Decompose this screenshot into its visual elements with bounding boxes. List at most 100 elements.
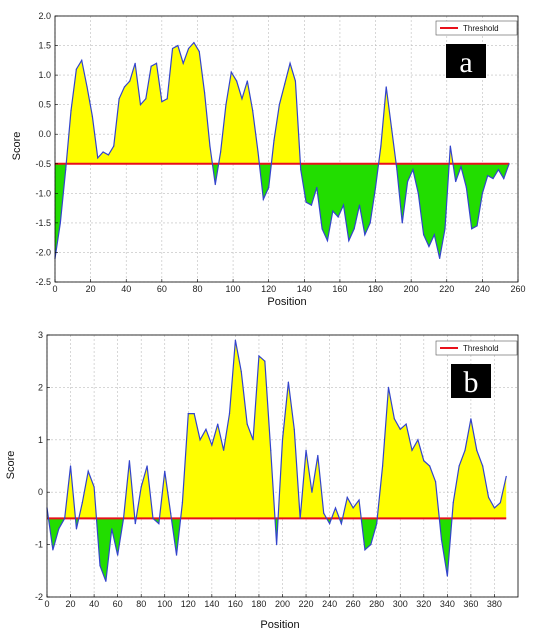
data-point	[65, 169, 67, 171]
data-point	[150, 65, 152, 67]
y-tick-label: 0.0	[38, 129, 51, 139]
data-point	[262, 198, 264, 200]
y-tick-label: -2	[35, 592, 43, 602]
legend-box	[435, 340, 518, 356]
data-point	[358, 204, 361, 206]
area-below-threshold	[361, 518, 378, 550]
area-above-threshold	[64, 466, 76, 519]
area-above-threshold	[78, 471, 97, 519]
x-tick-label: 40	[89, 599, 99, 609]
data-point	[433, 234, 435, 236]
y-tick-label: 3	[38, 330, 43, 340]
data-point	[170, 512, 172, 514]
data-point	[107, 154, 110, 156]
data-point	[58, 528, 60, 530]
x-tick-label: 140	[204, 599, 219, 609]
area-above-threshold	[218, 72, 260, 164]
data-point	[503, 177, 505, 180]
data-point	[381, 465, 384, 467]
data-point	[364, 234, 366, 236]
x-tick-label: 320	[416, 599, 431, 609]
data-point	[499, 502, 501, 504]
data-point	[270, 449, 272, 451]
data-point	[465, 186, 467, 189]
x-axis-label: Position	[267, 296, 306, 308]
data-point	[268, 186, 270, 189]
data-point	[334, 507, 337, 509]
data-point	[128, 460, 131, 462]
data-point	[464, 449, 466, 451]
area-layer	[54, 41, 510, 259]
x-tick-label: 380	[487, 599, 502, 609]
legend-box	[435, 20, 518, 36]
data-point	[470, 418, 472, 420]
data-point	[358, 499, 360, 501]
x-tick-label: 220	[299, 599, 314, 609]
data-point	[175, 554, 178, 556]
data-point	[123, 86, 126, 88]
x-tick-label: 200	[275, 599, 290, 609]
data-point	[278, 104, 280, 106]
area-below-threshold	[48, 518, 65, 550]
panel-tag-box	[451, 364, 491, 398]
data-point	[236, 80, 238, 82]
legend-threshold-label: Threshold	[463, 344, 499, 353]
data-point	[69, 465, 72, 467]
data-point	[75, 528, 78, 530]
panel-tag-b: b	[451, 364, 491, 399]
area-above-threshold	[278, 382, 327, 519]
data-point	[299, 517, 301, 520]
data-point	[97, 157, 99, 159]
data-point	[75, 68, 77, 70]
data-point	[417, 192, 419, 194]
data-point	[305, 201, 307, 203]
data-point	[326, 240, 329, 242]
data-point	[182, 62, 184, 64]
data-point	[155, 62, 158, 64]
data-point	[446, 575, 448, 577]
data-point	[374, 186, 377, 189]
data-point	[332, 210, 334, 212]
data-point	[396, 169, 398, 171]
data-point	[122, 517, 125, 520]
data-point	[321, 228, 323, 230]
data-point	[240, 371, 242, 373]
data-point	[492, 177, 494, 180]
data-point	[281, 439, 284, 441]
data-point	[310, 204, 313, 206]
area-below-threshold	[171, 518, 181, 556]
data-point	[214, 183, 216, 186]
data-point	[471, 228, 473, 230]
area-above-threshold	[271, 63, 301, 164]
data-point	[193, 413, 195, 415]
area-above-threshold	[342, 497, 362, 519]
x-tick-label: 100	[226, 284, 241, 294]
data-point	[370, 544, 372, 546]
area-above-threshold	[66, 42, 213, 164]
y-tick-label: -2.5	[35, 277, 51, 287]
score-line	[54, 41, 510, 259]
data-point	[364, 549, 366, 551]
data-point	[181, 502, 184, 504]
data-point	[211, 444, 213, 446]
x-tick-label: 80	[192, 284, 202, 294]
data-point	[257, 151, 259, 153]
plot-frame	[54, 15, 519, 283]
x-tick-label: 160	[228, 599, 243, 609]
y-tick-label: -2.0	[35, 247, 51, 257]
data-point	[323, 512, 325, 514]
x-tick-label: 160	[332, 284, 347, 294]
data-point	[171, 47, 174, 50]
chart-panel-b: 0 20 40 60 80 100 120 140 160 180 200 220 240 260 280 3…	[5, 330, 519, 631]
data-point	[146, 465, 148, 467]
data-point	[294, 80, 297, 82]
data-point	[455, 180, 457, 183]
area-above-threshold	[451, 418, 507, 519]
data-point	[393, 418, 395, 420]
data-point	[102, 151, 104, 153]
data-point	[293, 428, 295, 430]
data-point	[340, 523, 342, 525]
panel-tag-box	[446, 44, 486, 78]
data-point	[284, 83, 286, 85]
data-point	[158, 523, 160, 525]
